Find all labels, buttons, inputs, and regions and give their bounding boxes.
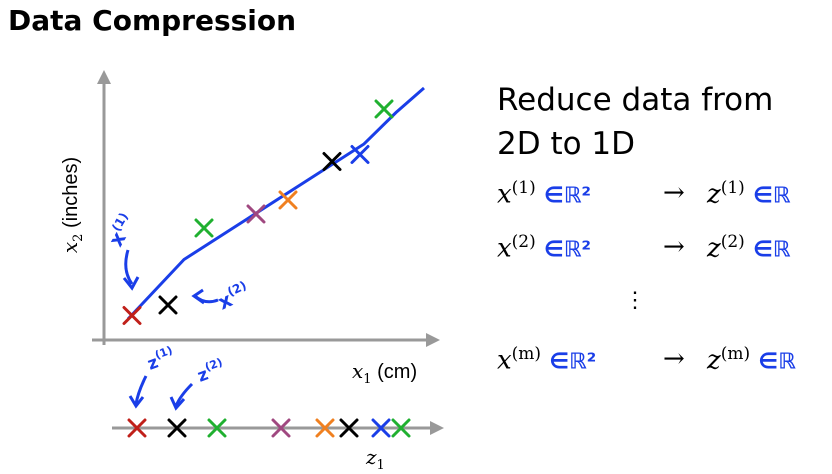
x-symbol: x	[497, 345, 512, 376]
data-point	[158, 295, 178, 315]
membership-r: ∈ℝ	[753, 183, 791, 209]
fit-line	[126, 86, 425, 321]
x-symbol: x	[497, 179, 512, 210]
y-axis-label: x2 (inches)	[58, 157, 86, 253]
z-symbol: z	[707, 179, 721, 210]
x-symbol: x	[497, 233, 512, 264]
svg-text:z(1): z(1)	[144, 344, 178, 375]
page-title: Data Compression	[8, 4, 297, 37]
points-2d	[122, 99, 394, 325]
z-superscript: (1)	[720, 178, 745, 198]
svg-text:z(2): z(2)	[194, 356, 228, 387]
x-superscript: (m)	[511, 344, 542, 364]
projected-point	[127, 418, 147, 438]
arrow: →	[663, 232, 685, 262]
membership-r: ∈ℝ	[758, 349, 796, 375]
data-point	[350, 145, 370, 164]
arrow: →	[663, 344, 685, 374]
x-axis-label: x1 (cm)	[352, 359, 417, 387]
data-point	[374, 99, 394, 119]
z-superscript: (m)	[720, 344, 751, 364]
membership-r2: ∈ℝ²	[544, 183, 592, 209]
description-line-2: 2D to 1D	[497, 126, 636, 162]
projected-point	[371, 418, 391, 438]
z-symbol: z	[707, 233, 721, 264]
data-point	[278, 190, 298, 210]
description: Reduce data from 2D to 1D	[497, 78, 773, 166]
svg-text:x(1): x(1)	[103, 210, 141, 250]
x-superscript: (2)	[511, 232, 536, 252]
z1-axis-label: z1	[365, 445, 385, 473]
mapping-row: x(1) ∈ℝ² → z(1) ∈ℝ	[497, 178, 790, 210]
data-point	[246, 204, 266, 224]
description-line-1: Reduce data from	[497, 82, 774, 118]
annotation-z2: z(2)	[169, 356, 228, 411]
projected-point	[271, 418, 291, 438]
projected-point	[167, 418, 187, 438]
data-point	[122, 306, 142, 325]
points-1d	[127, 418, 411, 438]
membership-r: ∈ℝ	[753, 237, 791, 263]
annotation-z1: z(1)	[128, 344, 178, 409]
membership-r2: ∈ℝ²	[544, 237, 592, 263]
data-point	[322, 152, 342, 171]
z1-axis-arrowhead	[430, 421, 444, 435]
annotation-x2: x(2)	[191, 278, 254, 315]
z-superscript: (2)	[720, 232, 745, 252]
annotation-x1: x(1)	[103, 210, 141, 291]
data-point	[194, 218, 214, 238]
x-superscript: (1)	[511, 178, 536, 198]
vertical-ellipsis: ⋮	[624, 287, 646, 312]
z-symbol: z	[707, 345, 721, 376]
membership-r2: ∈ℝ²	[549, 349, 597, 375]
y-axis-arrowhead	[97, 70, 111, 84]
arrow: →	[663, 178, 685, 208]
projected-point	[315, 418, 335, 438]
svg-text:x(2): x(2)	[214, 278, 254, 314]
mapping-row: x(m) ∈ℝ² → z(m) ∈ℝ	[497, 344, 796, 376]
projected-point	[339, 418, 359, 438]
projected-point	[391, 418, 411, 438]
x-axis-arrowhead	[426, 333, 440, 347]
mapping-row: x(2) ∈ℝ² → z(2) ∈ℝ	[497, 232, 790, 264]
projected-point	[207, 418, 227, 438]
